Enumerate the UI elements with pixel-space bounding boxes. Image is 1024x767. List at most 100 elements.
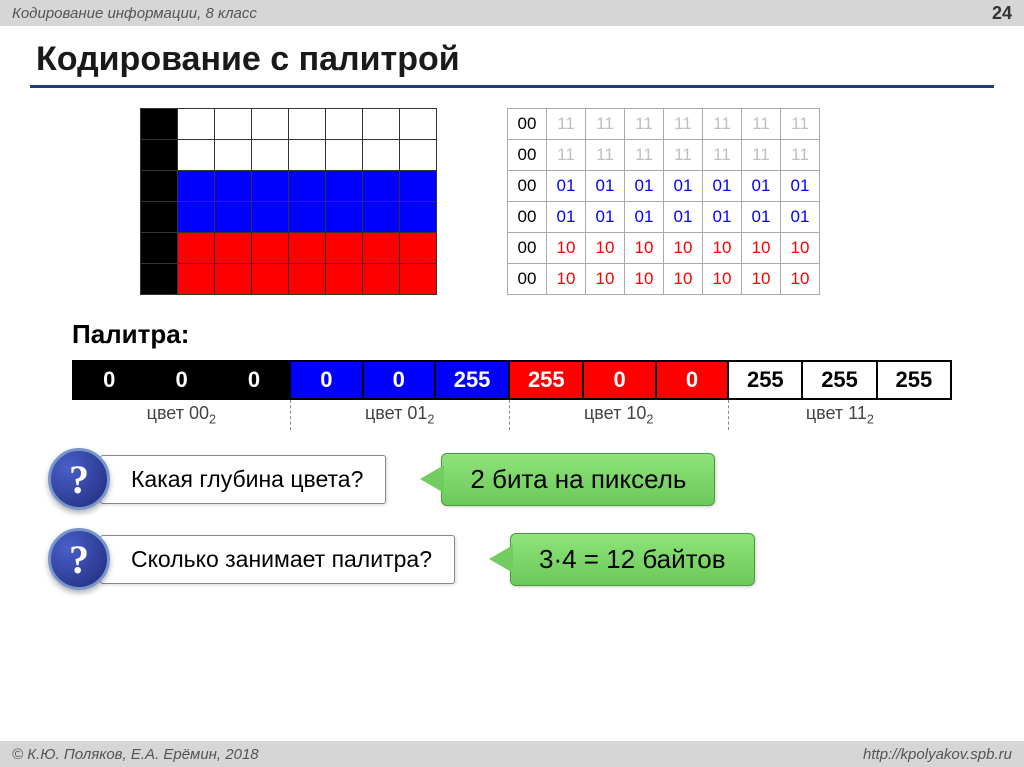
code-cell: 10: [742, 233, 781, 264]
palette-cell: 255: [802, 361, 876, 399]
code-cell: 00: [508, 264, 547, 295]
palette-cell: 0: [218, 361, 290, 399]
pixel-cell: [141, 233, 178, 264]
code-cell: 10: [586, 264, 625, 295]
question-row: ?Какая глубина цвета? 2 бита на пиксель: [48, 448, 1024, 510]
questions-block: ?Какая глубина цвета?2 бита на пиксель?С…: [0, 448, 1024, 590]
code-cell: 10: [586, 233, 625, 264]
palette-cell: 0: [583, 361, 655, 399]
code-cell: 11: [664, 140, 703, 171]
pixel-cell: [363, 202, 400, 233]
pixel-cell: [252, 202, 289, 233]
pixel-cell: [252, 140, 289, 171]
code-cell: 01: [547, 171, 586, 202]
pixel-cell: [326, 264, 363, 295]
code-cell: 00: [508, 171, 547, 202]
pixel-cell: [289, 264, 326, 295]
pixel-cell: [400, 109, 437, 140]
code-cell: 11: [703, 109, 742, 140]
code-cell: 11: [703, 140, 742, 171]
pixel-cell: [252, 233, 289, 264]
code-cell: 01: [664, 202, 703, 233]
code-cell: 01: [664, 171, 703, 202]
footer-url: http://kpolyakov.spb.ru: [863, 746, 1012, 763]
pixel-cell: [363, 233, 400, 264]
slide-title: Кодирование с палитрой: [0, 26, 1024, 85]
code-cell: 11: [625, 109, 664, 140]
palette-wrap: 0000025525500255255255цвет 002цвет 012цв…: [0, 360, 1024, 430]
code-cell: 00: [508, 140, 547, 171]
title-rule: [30, 85, 994, 88]
code-cell: 11: [742, 109, 781, 140]
pixel-cell: [400, 264, 437, 295]
pixel-cell: [215, 109, 252, 140]
code-cell: 11: [547, 140, 586, 171]
code-cell: 10: [625, 264, 664, 295]
pixel-cell: [326, 140, 363, 171]
pixel-cell: [326, 202, 363, 233]
pixel-cell: [178, 233, 215, 264]
code-cell: 10: [703, 264, 742, 295]
question-box: Сколько занимает палитра?: [100, 535, 455, 584]
code-cell: 10: [781, 264, 820, 295]
pixel-cell: [178, 109, 215, 140]
pixel-cell: [289, 202, 326, 233]
page-number: 24: [992, 3, 1012, 24]
code-cell: 11: [781, 140, 820, 171]
pixel-cell: [252, 109, 289, 140]
code-cell: 11: [742, 140, 781, 171]
pixel-cell: [363, 140, 400, 171]
pixel-cell: [141, 202, 178, 233]
question-mark-icon: ?: [48, 448, 110, 510]
code-cell: 11: [625, 140, 664, 171]
question-mark-icon: ?: [48, 528, 110, 590]
palette-table: 0000025525500255255255цвет 002цвет 012цв…: [72, 360, 952, 430]
code-cell: 01: [742, 171, 781, 202]
pixel-cell: [215, 140, 252, 171]
palette-cell: 0: [145, 361, 217, 399]
pixel-cell: [252, 171, 289, 202]
pixel-cell: [363, 264, 400, 295]
code-cell: 01: [781, 171, 820, 202]
palette-heading: Палитра:: [0, 295, 1024, 360]
code-cell: 11: [664, 109, 703, 140]
pixel-cell: [289, 140, 326, 171]
code-cell: 10: [742, 264, 781, 295]
pixel-cell: [400, 233, 437, 264]
pixel-bitmap: [140, 108, 437, 295]
palette-cell: 255: [509, 361, 583, 399]
code-cell: 10: [547, 233, 586, 264]
code-cell: 00: [508, 233, 547, 264]
code-cell: 10: [547, 264, 586, 295]
code-cell: 01: [586, 171, 625, 202]
pixel-cell: [400, 171, 437, 202]
palette-cell: 0: [656, 361, 728, 399]
code-cell: 10: [703, 233, 742, 264]
pixel-cell: [252, 264, 289, 295]
pixel-cell: [141, 140, 178, 171]
code-cell: 10: [664, 264, 703, 295]
pixel-cell: [326, 233, 363, 264]
palette-cell: 0: [363, 361, 435, 399]
code-cell: 01: [703, 171, 742, 202]
palette-cell: 255: [728, 361, 802, 399]
pixel-cell: [141, 109, 178, 140]
palette-label-cell: цвет 112: [728, 399, 951, 430]
code-cell: 11: [586, 140, 625, 171]
code-cell: 01: [625, 171, 664, 202]
pixel-cell: [215, 202, 252, 233]
pixel-cell: [215, 171, 252, 202]
answer-box: 2 бита на пиксель: [441, 453, 715, 506]
code-cell: 01: [781, 202, 820, 233]
code-cell: 01: [586, 202, 625, 233]
code-cell: 01: [547, 202, 586, 233]
pixel-cell: [400, 202, 437, 233]
question-box: Какая глубина цвета?: [100, 455, 386, 504]
pixel-cell: [141, 171, 178, 202]
pixel-cell: [400, 140, 437, 171]
code-cell: 10: [625, 233, 664, 264]
code-cell: 00: [508, 109, 547, 140]
code-table: 0011111111111111001111111111111100010101…: [507, 108, 820, 295]
code-cell: 00: [508, 202, 547, 233]
pixel-cell: [141, 264, 178, 295]
